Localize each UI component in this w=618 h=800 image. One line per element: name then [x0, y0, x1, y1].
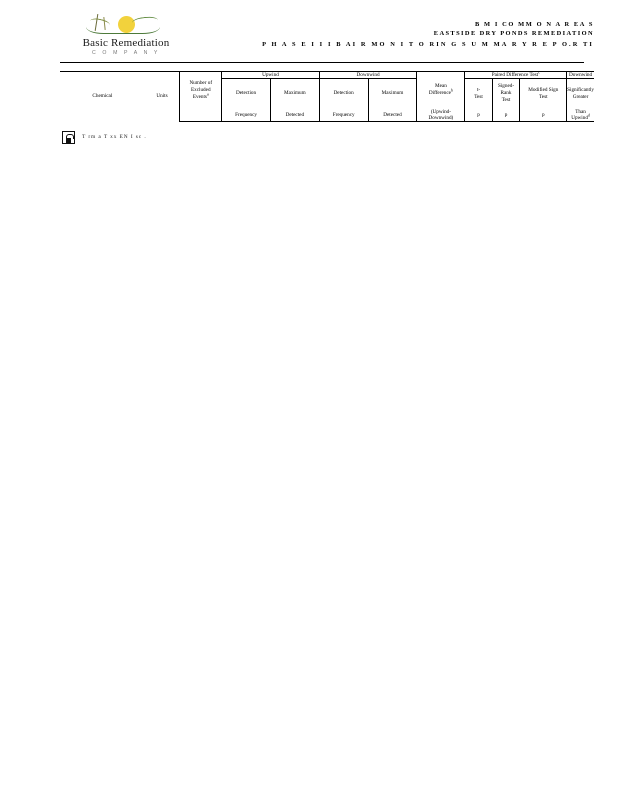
th-paired-label: Paired Difference Test [491, 72, 539, 78]
th-downwind-significantly-greater: Significantly Greater [566, 78, 594, 109]
th-mean-diff-sub2: Downwind) [428, 114, 454, 121]
th-downwind-detection: Detection [318, 78, 369, 109]
th-modified-sign-test: Modified Sign Test [519, 78, 567, 109]
th-dw-line4: Than [575, 108, 586, 115]
th-dw-line3: Greater [572, 93, 589, 100]
th-t-test-line2: Test [474, 93, 483, 100]
page-header: Basic Remediation C O M P A N Y B M I CO… [0, 0, 618, 58]
th-upwind-detection: Detection [221, 78, 271, 109]
th-units: Units [144, 71, 180, 121]
leaf-line-icon [86, 27, 160, 34]
footnote-marker-d: d [587, 112, 590, 117]
header-row-group-labels: Chemical Units Number of Excluded Events… [60, 70, 594, 121]
company-subtitle: C O M P A N Y [92, 50, 160, 56]
th-downwind-greater-sub: Than Upwindd [566, 108, 594, 122]
th-downwind-group: Downwind [318, 71, 417, 79]
th-t-test: t- Test [464, 78, 493, 109]
th-dw-line5: Upwind [571, 114, 588, 121]
footnote-marker-c: c [538, 70, 540, 75]
th-signed-rank-p: p [491, 108, 520, 122]
th-excluded-line1: Number of [189, 79, 213, 86]
th-downwind-frequency: Frequency [318, 108, 369, 122]
report-title: B M I CO MM O N A R EA S EASTSIDE DRY PO… [262, 20, 594, 49]
th-upwind-detected: Detected [269, 108, 320, 122]
th-mod-sign-line2: Test [538, 93, 548, 100]
air-monitoring-summary-table: Chemical Units Number of Excluded Events… [60, 70, 594, 122]
header-row-units: Frequency Detected Frequency Detected (U… [60, 108, 594, 122]
th-mean-diff-sub1: (Upwind- [430, 108, 451, 115]
th-modified-sign-p: p [519, 108, 567, 122]
th-upwind-group: Upwind [221, 71, 320, 79]
th-mod-sign-line1: Modified Sign [528, 86, 559, 93]
th-mean-diff-line2: Difference [428, 90, 451, 97]
header-row-subcolumns: Detection Maximum Detection Maximum t- T… [60, 78, 594, 109]
title-line-3: P H A S E I I I B AI R MO N I T O RIN G … [262, 40, 594, 48]
th-upwind-frequency: Frequency [221, 108, 271, 122]
leaf-blade-icon [131, 15, 159, 28]
th-signed-rank-line3: Test [501, 97, 511, 104]
title-line-2: EASTSIDE DRY PONDS REMEDIATION [433, 30, 594, 38]
th-excluded-events-foot [179, 108, 222, 122]
th-t-test-p: p [464, 108, 493, 122]
title-line-1: B M I CO MM O N A R EA S [475, 21, 594, 28]
th-upwind-maximum: Maximum [269, 78, 320, 109]
footnote-block: T rm a T xx EN I sc . [62, 130, 594, 144]
footnote-marker-b: b [450, 88, 453, 93]
company-logo: Basic Remediation C O M P A N Y [64, 13, 188, 56]
th-signed-rank-test: Signed- Rank Test [491, 78, 520, 109]
th-chemical: Chemical [60, 71, 145, 121]
th-excluded-line3: Events [192, 93, 207, 100]
th-downwind-greater-group: Downwind [566, 71, 594, 79]
company-name: Basic Remediation [82, 37, 170, 49]
th-dw-line2: Significantly [567, 86, 594, 93]
th-signed-rank-line1: Signed- [497, 83, 515, 90]
th-paired-difference-test: Paired Difference Testc [464, 70, 567, 79]
th-mean-difference-sub: (Upwind- Downwind) [416, 108, 465, 122]
logo-artwork-icon [66, 13, 186, 36]
th-downwind-detected: Detected [367, 108, 417, 122]
th-excluded-line2: Excluded [190, 86, 211, 93]
footnote-marker-a: a [206, 92, 209, 97]
th-mean-difference: Mean Differenceb [416, 71, 465, 109]
table-head: Chemical Units Number of Excluded Events… [60, 70, 594, 122]
header-rule [60, 62, 584, 63]
th-excluded-events: Number of Excluded Eventsa [179, 71, 222, 109]
th-signed-rank-line2: Rank [500, 90, 512, 97]
th-t-test-line1: t- [476, 86, 481, 93]
document-icon [62, 130, 75, 144]
th-mean-diff-line1: Mean [435, 83, 447, 90]
th-downwind-maximum: Maximum [367, 78, 417, 109]
footnote-text: T rm a T xx EN I sc . [82, 134, 147, 140]
